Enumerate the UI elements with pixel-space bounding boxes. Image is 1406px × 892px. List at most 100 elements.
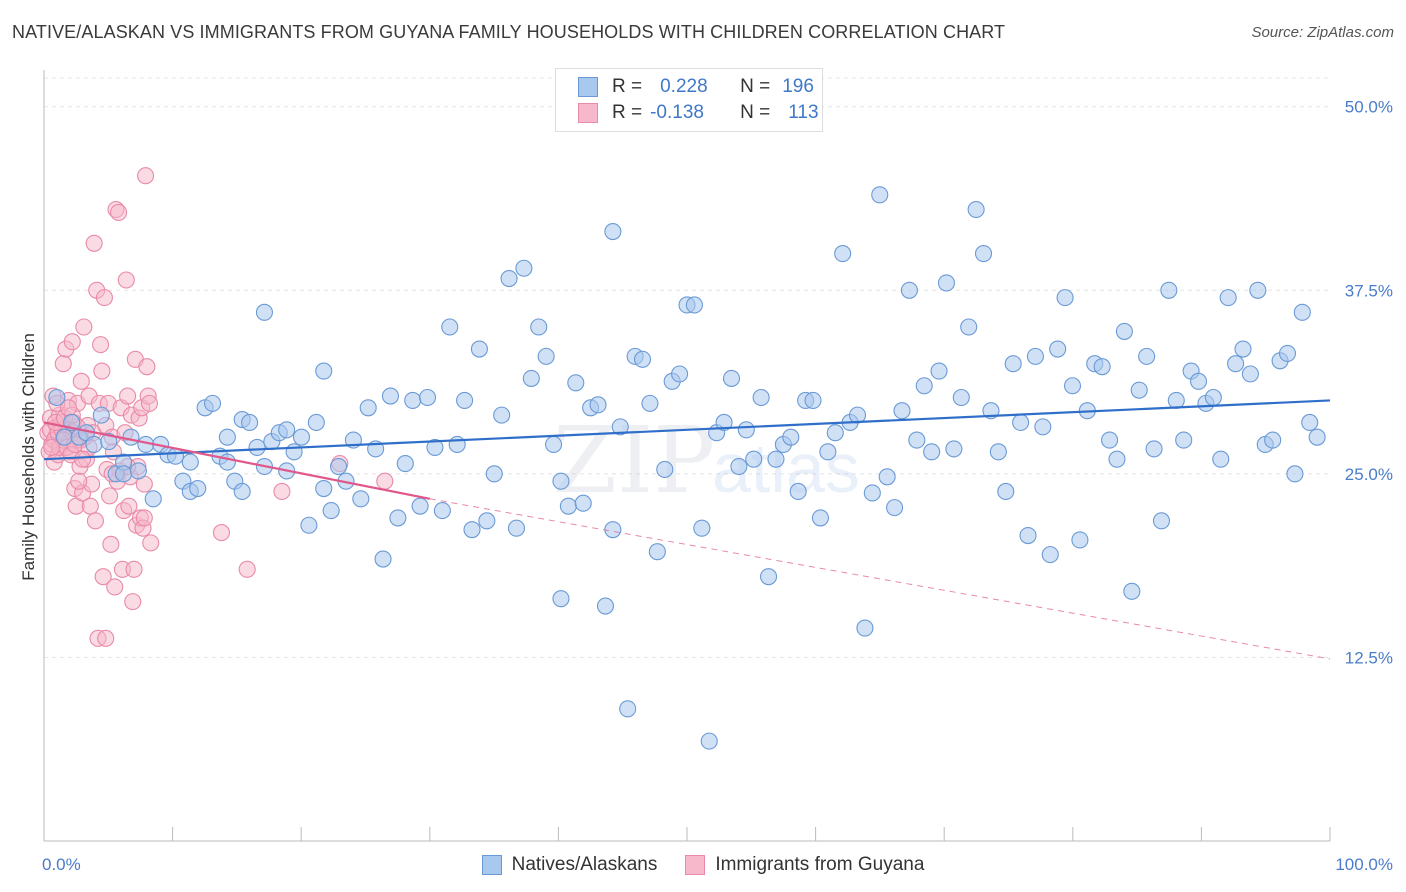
natives-point [1241, 365, 1259, 383]
natives-point [493, 406, 511, 424]
natives-point [122, 428, 140, 446]
natives-point [648, 543, 666, 561]
natives-point [352, 490, 370, 508]
natives-point [811, 509, 829, 527]
natives-point [989, 443, 1007, 461]
natives-point [307, 413, 325, 432]
natives-point [886, 499, 904, 517]
guyana-point [101, 487, 119, 505]
natives-point [55, 428, 73, 446]
grid-lines [44, 77, 1330, 658]
natives-point [1115, 322, 1133, 340]
natives-point [1034, 418, 1052, 436]
natives-point [129, 462, 147, 480]
y-tick-label: 37.5% [1345, 281, 1393, 300]
natives-point [404, 391, 422, 409]
natives-point [456, 391, 474, 409]
guyana-point [102, 535, 120, 553]
correlation-legend: R = 0.228 N = 196 R = -0.138 N = 113 [555, 68, 823, 132]
natives-point [374, 550, 392, 568]
natives-point [241, 413, 259, 432]
natives-point [967, 200, 985, 219]
natives-point [871, 186, 889, 204]
natives-point [292, 428, 311, 446]
natives-point [1056, 289, 1074, 307]
series-legend-natives[interactable]: Natives/Alaskans [481, 854, 657, 876]
legend-r-value: 0.228 [660, 76, 708, 97]
natives-point [589, 396, 607, 414]
legend-n-label: N = [740, 102, 771, 123]
natives-point [1160, 281, 1178, 299]
guyana-point [70, 472, 88, 490]
natives-point [908, 431, 926, 449]
natives-point [1227, 355, 1245, 373]
legend-row-guyana: R = -0.138 N = 113 [578, 101, 819, 125]
guyana-point [125, 560, 143, 578]
natives-point [515, 259, 533, 277]
natives-point [1019, 526, 1037, 545]
natives-point [737, 421, 755, 439]
natives-point [715, 413, 733, 432]
natives-point [641, 394, 659, 412]
natives-point [218, 453, 236, 471]
natives-point [1049, 340, 1067, 358]
natives-point [930, 362, 948, 380]
chart-title: NATIVE/ALASKAN VS IMMIGRANTS FROM GUYANA… [12, 22, 1006, 42]
legend-swatch-guyana [578, 103, 598, 123]
series-legend-guyana[interactable]: Immigrants from Guyana [685, 854, 924, 876]
guyana-point [86, 512, 104, 530]
natives-point [433, 502, 451, 520]
natives-point [144, 490, 162, 508]
natives-point [1152, 512, 1171, 530]
legend-swatch-natives [578, 77, 598, 97]
natives-point [878, 468, 896, 486]
guyana-point [93, 362, 111, 380]
guyana-point [92, 336, 110, 354]
natives-point [181, 453, 199, 471]
natives-point [426, 438, 444, 456]
natives-point [685, 296, 703, 314]
legend-r-label: R = [612, 102, 643, 123]
guyana-trend-extension [429, 498, 1331, 660]
natives-point [522, 369, 540, 387]
natives-point [863, 484, 881, 502]
y-tick-label: 25.0% [1345, 465, 1393, 484]
natives-point [745, 450, 763, 468]
natives-point [1108, 450, 1126, 468]
series-legend: Natives/Alaskans Immigrants from Guyana [0, 852, 1406, 878]
natives-point [203, 394, 222, 412]
natives-point [552, 590, 570, 608]
natives-point [396, 455, 414, 473]
natives-point [656, 460, 674, 479]
natives-point [552, 472, 570, 490]
natives-point [937, 274, 956, 292]
source-label: Source: ZipAtlas.com [1251, 24, 1394, 41]
natives-point [500, 269, 518, 288]
natives-point [730, 457, 748, 476]
natives-point [923, 443, 941, 461]
natives-point [1234, 340, 1252, 358]
natives-point [974, 245, 993, 263]
natives-point [671, 365, 689, 383]
natives-point [1175, 431, 1193, 449]
natives-point [381, 387, 400, 405]
y-tick-label: 50.0% [1345, 98, 1393, 117]
legend-n-value: 113 [788, 102, 819, 123]
natives-point [915, 377, 933, 395]
legend-r-value: -0.138 [650, 102, 704, 123]
natives-point [1293, 303, 1311, 321]
guyana-point [74, 450, 92, 468]
natives-point [92, 406, 110, 424]
y-tick-labels: 12.5% 25.0% 37.5% 50.0% [1345, 98, 1393, 668]
natives-point [85, 435, 103, 454]
x-tick-labels: 0.0% 100.0% [42, 855, 1393, 874]
guyana-point [212, 524, 231, 542]
natives-point [804, 391, 822, 409]
natives-point [1123, 582, 1141, 600]
natives-point [411, 497, 429, 515]
natives-point [1308, 428, 1326, 446]
natives-point [507, 519, 526, 537]
natives-point [1101, 431, 1119, 449]
natives-point [789, 482, 807, 501]
